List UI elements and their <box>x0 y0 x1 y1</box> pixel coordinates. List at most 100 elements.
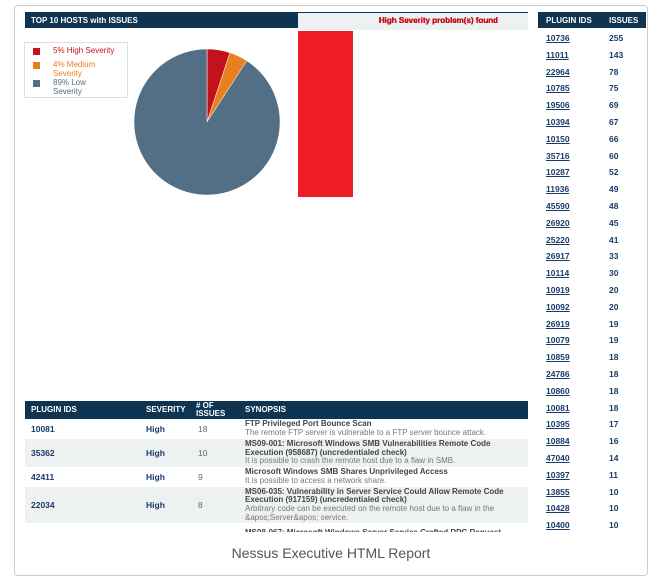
plugin-row: 10081 18 <box>538 400 646 417</box>
issue-row: 35362 High 10 MS09-001: Microsoft Windows S… <box>25 439 528 467</box>
issue-count: 20 <box>609 284 619 295</box>
plugin-link[interactable]: 45590 <box>546 200 570 211</box>
plugin-link[interactable]: 10079 <box>546 335 570 346</box>
synopsis-text: The remote FTP server is vulnerable to a… <box>245 428 487 437</box>
issue-count: 33 <box>609 251 619 262</box>
issue-row: MS08-067: Microsoft Windows Server Servi… <box>25 523 528 532</box>
issue-row: 42411 High 9 Microsoft Windows SMB Shares U… <box>25 467 528 487</box>
plugin-row: 10785 75 <box>538 80 646 97</box>
severity: High <box>146 447 165 458</box>
issue-count: 10 <box>609 520 619 531</box>
issue-count: 18 <box>609 352 619 363</box>
issue-count: 10 <box>609 503 619 514</box>
plugin-link[interactable]: 47040 <box>546 452 570 463</box>
plugin-link[interactable]: 22964 <box>546 66 570 77</box>
plugin-link[interactable]: 10287 <box>546 167 570 178</box>
issue-count: 10 <box>609 486 619 497</box>
plugin-link[interactable]: 10859 <box>546 352 570 363</box>
plugin-table-header: PLUGIN IDS ISSUES <box>538 12 646 28</box>
plugin-row: 26919 19 <box>538 316 646 333</box>
plugin-link[interactable]: 24786 <box>546 368 570 379</box>
plugin-link[interactable]: 10397 <box>546 469 570 480</box>
synopsis: MS06-035: Vulnerability in Server Servic… <box>245 487 515 522</box>
host-row: High Severity problem(s) found <box>298 13 528 30</box>
plugin-link[interactable]: 11011 <box>546 49 569 60</box>
plugin-link[interactable]: 10919 <box>546 284 570 295</box>
plugin-link[interactable]: 10428 <box>546 503 570 514</box>
issue-count: 69 <box>609 100 619 111</box>
issues-table: 10081 High 18 FTP Privileged Port Bounce Sc… <box>25 419 528 532</box>
plugin-link[interactable]: 13855 <box>546 486 570 497</box>
legend-label: 89% Low Severity <box>53 78 86 96</box>
plugin-row: 10428 10 <box>538 500 646 517</box>
plugin-link[interactable]: 26919 <box>546 318 570 329</box>
severity: High <box>146 499 165 510</box>
plugin-row: 13855 10 <box>538 484 646 501</box>
plugin-row: 10860 18 <box>538 383 646 400</box>
plugin-row: 11011 143 <box>538 47 646 64</box>
issue-count: 11 <box>609 469 618 480</box>
plugin-link[interactable]: 10884 <box>546 436 570 447</box>
host-row: High Severity problem(s) found <box>298 13 528 30</box>
host-row: High Severity problem(s) found <box>298 13 528 30</box>
header-cell: SEVERITY <box>146 405 186 414</box>
plugin-row: 11936 49 <box>538 181 646 198</box>
legend-swatch <box>33 80 40 87</box>
host-problem: High Severity problem(s) found <box>378 16 498 26</box>
plugin-row: 24786 18 <box>538 366 646 383</box>
plugin-row: 10884 16 <box>538 433 646 450</box>
synopsis-title: FTP Privileged Port Bounce Scan <box>245 419 372 429</box>
host-row: High Severity problem(s) found <box>298 13 528 30</box>
issues-header: PLUGIN IDS SEVERITY # OF ISSUES SYNOPSIS <box>25 401 528 419</box>
issue-count: 17 <box>609 419 619 430</box>
plugin-row: 10395 17 <box>538 416 646 433</box>
host-problem: High Severity problem(s) found <box>378 16 498 26</box>
plugin-link[interactable]: 26917 <box>546 251 570 262</box>
plugin-link[interactable]: 35716 <box>546 150 570 161</box>
legend-swatch <box>33 62 40 69</box>
issue-count: 10 <box>198 447 208 458</box>
plugin-link[interactable]: 19506 <box>546 100 570 111</box>
plugin-link[interactable]: 10150 <box>546 133 570 144</box>
plugin-row: 10397 11 <box>538 467 646 484</box>
plugin-link[interactable]: 10081 <box>546 402 570 413</box>
plugin-link[interactable]: 25220 <box>546 234 570 245</box>
issue-count: 45 <box>609 217 619 228</box>
plugin-link[interactable]: 10785 <box>546 83 570 94</box>
issue-count: 8 <box>198 499 203 510</box>
plugin-row: 10394 67 <box>538 114 646 131</box>
severity-bar <box>298 31 353 197</box>
plugin-link[interactable]: 10092 <box>546 301 570 312</box>
host-problem: High Severity problem(s) found <box>378 16 498 26</box>
header-cell: ISSUES <box>609 16 639 25</box>
plugin-link[interactable]: 26920 <box>546 217 570 228</box>
issue-count: 49 <box>609 184 619 195</box>
issue-count: 9 <box>198 471 203 482</box>
plugin-row: 10736 255 <box>538 30 646 47</box>
issue-count: 16 <box>609 436 619 447</box>
synopsis: Microsoft Windows SMB Shares Unprivilege… <box>245 468 515 485</box>
plugin-link[interactable]: 10394 <box>546 116 570 127</box>
plugin-table: 10736 255 11011 143 22964 78 10785 75 19506 69 103… <box>538 30 646 534</box>
legend-label: 5% High Severity <box>53 46 115 55</box>
plugin-link[interactable]: 10395 <box>546 419 570 430</box>
host-problem: High Severity problem(s) found <box>378 16 498 26</box>
plugin-link[interactable]: 10114 <box>546 268 570 279</box>
legend-swatch <box>33 48 40 55</box>
plugin-id: 42411 <box>31 471 55 482</box>
plugin-link[interactable]: 11936 <box>546 184 570 195</box>
issue-count: 41 <box>609 234 619 245</box>
plugin-link[interactable]: 10400 <box>546 520 570 531</box>
plugin-link[interactable]: 10860 <box>546 385 570 396</box>
synopsis-text: Arbitrary code can be executed on the re… <box>245 503 495 522</box>
plugin-row: 10079 19 <box>538 332 646 349</box>
plugin-link[interactable]: 10736 <box>546 33 570 43</box>
header-cell: # OF ISSUES <box>196 401 226 418</box>
plugin-id: 10081 <box>31 424 55 434</box>
plugin-id: 22034 <box>31 499 55 510</box>
synopsis-title: MS08-067: Microsoft Windows Server Servi… <box>245 528 515 532</box>
issue-row: 10081 High 18 FTP Privileged Port Bounce Sc… <box>25 419 528 439</box>
issue-count: 18 <box>609 385 619 396</box>
issue-count: 48 <box>609 200 619 211</box>
